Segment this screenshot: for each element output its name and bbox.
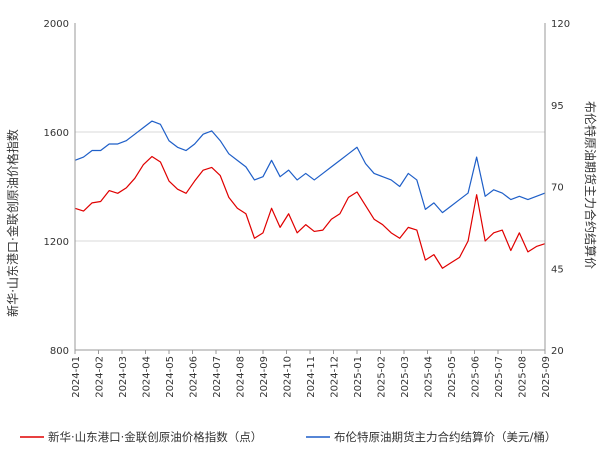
y-right-tick-label: 120 (551, 19, 570, 30)
series-line-index (74, 155, 546, 269)
y-left-tick-label: 800 (50, 346, 69, 357)
x-tick-label: 2025-04 (424, 356, 435, 398)
x-tick-label: 2024-11 (306, 356, 317, 398)
y-right-tick-label: 70 (551, 183, 564, 194)
series-lines (74, 120, 546, 269)
x-tick-label: 2024-01 (71, 356, 82, 398)
y-right-axis-title: 布伦特原油期货主力合约结算价 (583, 101, 598, 269)
y-left-ticks: 800 1200 1600 2000 (44, 19, 69, 357)
x-tick-label: 2024-04 (142, 356, 153, 398)
x-tick-label: 2024-09 (259, 356, 270, 398)
y-left-tick-label: 2000 (44, 19, 69, 30)
x-tick-label: 2025-07 (494, 356, 505, 398)
y-right-tick-label: 45 (551, 264, 564, 275)
legend: 新华·山东港口·金联创原油价格指数（点） 布伦特原油期货主力合约结算价（美元/桶… (20, 430, 556, 444)
x-tick-label: 2024-06 (189, 356, 200, 398)
x-tick-label: 2025-02 (377, 356, 388, 398)
x-tick-label: 2024-02 (95, 356, 106, 398)
x-tick-label: 2024-10 (283, 356, 294, 398)
y-right-tick-label: 20 (551, 346, 564, 357)
x-tick-label: 2024-08 (236, 356, 247, 398)
x-tick-label: 2025-01 (353, 356, 364, 398)
x-tick-label: 2024-05 (165, 356, 176, 398)
x-tick-label: 2025-06 (471, 356, 482, 398)
x-tick-label: 2025-03 (400, 356, 411, 398)
y-left-axis-title: 新华·山东港口·金联创原油价格指数 (5, 129, 20, 317)
grid (75, 131, 545, 242)
x-tick-label: 2024-03 (118, 356, 129, 398)
y-right-tick-label: 95 (551, 101, 564, 112)
x-tick-label: 2025-08 (518, 356, 529, 398)
series-line-brent (74, 120, 546, 214)
legend-label-index: 新华·山东港口·金联创原油价格指数（点） (48, 430, 262, 444)
x-tick-label: 2025-09 (541, 356, 552, 398)
x-tick-label: 2025-05 (447, 356, 458, 398)
x-tick-label: 2024-07 (212, 356, 223, 398)
x-tick-label: 2024-12 (330, 356, 341, 398)
y-left-tick-label: 1200 (44, 237, 69, 248)
x-ticks: 2024-01 2024-02 2024-03 2024-04 2024-05 2024-… (71, 350, 552, 398)
y-left-tick-label: 1600 (44, 128, 69, 139)
legend-label-brent: 布伦特原油期货主力合约结算价（美元/桶） (334, 430, 556, 444)
y-right-ticks: 20 45 70 95 120 (551, 19, 570, 357)
